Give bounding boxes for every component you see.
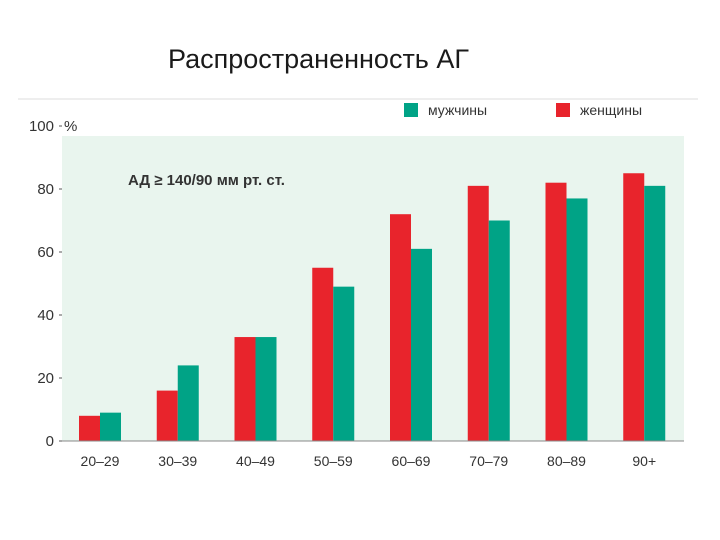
y-tick-label: 60: [37, 244, 54, 261]
legend-swatch: [556, 103, 570, 117]
y-tick-label: 20: [37, 370, 54, 387]
bar-men-3: [333, 286, 355, 441]
bar-women-3: [312, 267, 334, 441]
x-tick-label: 70–79: [469, 453, 508, 469]
x-tick-label: 30–39: [158, 453, 197, 469]
x-tick-label: 90+: [632, 453, 656, 469]
bar-women-4: [390, 214, 411, 441]
bar-men-5: [488, 220, 510, 441]
bar-women-7: [623, 173, 645, 441]
legend-label: мужчины: [428, 102, 487, 118]
slide-title: Распространенность АГ: [168, 44, 470, 74]
y-tick-label: 0: [46, 433, 54, 450]
legend: мужчины женщины: [404, 102, 642, 118]
bar-men-7: [644, 185, 666, 441]
bar-men-2: [255, 337, 277, 441]
y-axis-unit: %: [64, 118, 77, 135]
bars: [79, 173, 666, 441]
y-axis: 0 20 40 60 80 100%: [29, 118, 77, 450]
bar-women-1: [156, 390, 178, 441]
bar-men-0: [100, 412, 121, 441]
bar-men-6: [566, 198, 588, 441]
x-tick-label: 50–59: [314, 453, 353, 469]
x-axis: 20–29 30–39 40–49 50–59 60–69 70–79 80–89 90+: [62, 440, 684, 469]
legend-label: женщины: [580, 102, 642, 118]
bar-women-0: [79, 415, 100, 441]
legend-swatch: [404, 103, 418, 117]
y-tick-label: 100: [29, 118, 54, 135]
bar-men-4: [411, 248, 432, 441]
x-tick-label: 80–89: [547, 453, 586, 469]
y-tick-label: 80: [37, 181, 54, 198]
bar-women-5: [467, 185, 489, 441]
y-tick-label: 40: [37, 307, 54, 324]
x-tick-label: 40–49: [236, 453, 275, 469]
bar-men-1: [177, 365, 199, 441]
bar-women-2: [234, 337, 256, 441]
x-tick-label: 60–69: [392, 453, 431, 469]
x-tick-label: 20–29: [81, 453, 120, 469]
threshold-annotation: АД ≥ 140/90 мм рт. ст.: [128, 172, 285, 189]
bar-women-6: [545, 182, 567, 441]
